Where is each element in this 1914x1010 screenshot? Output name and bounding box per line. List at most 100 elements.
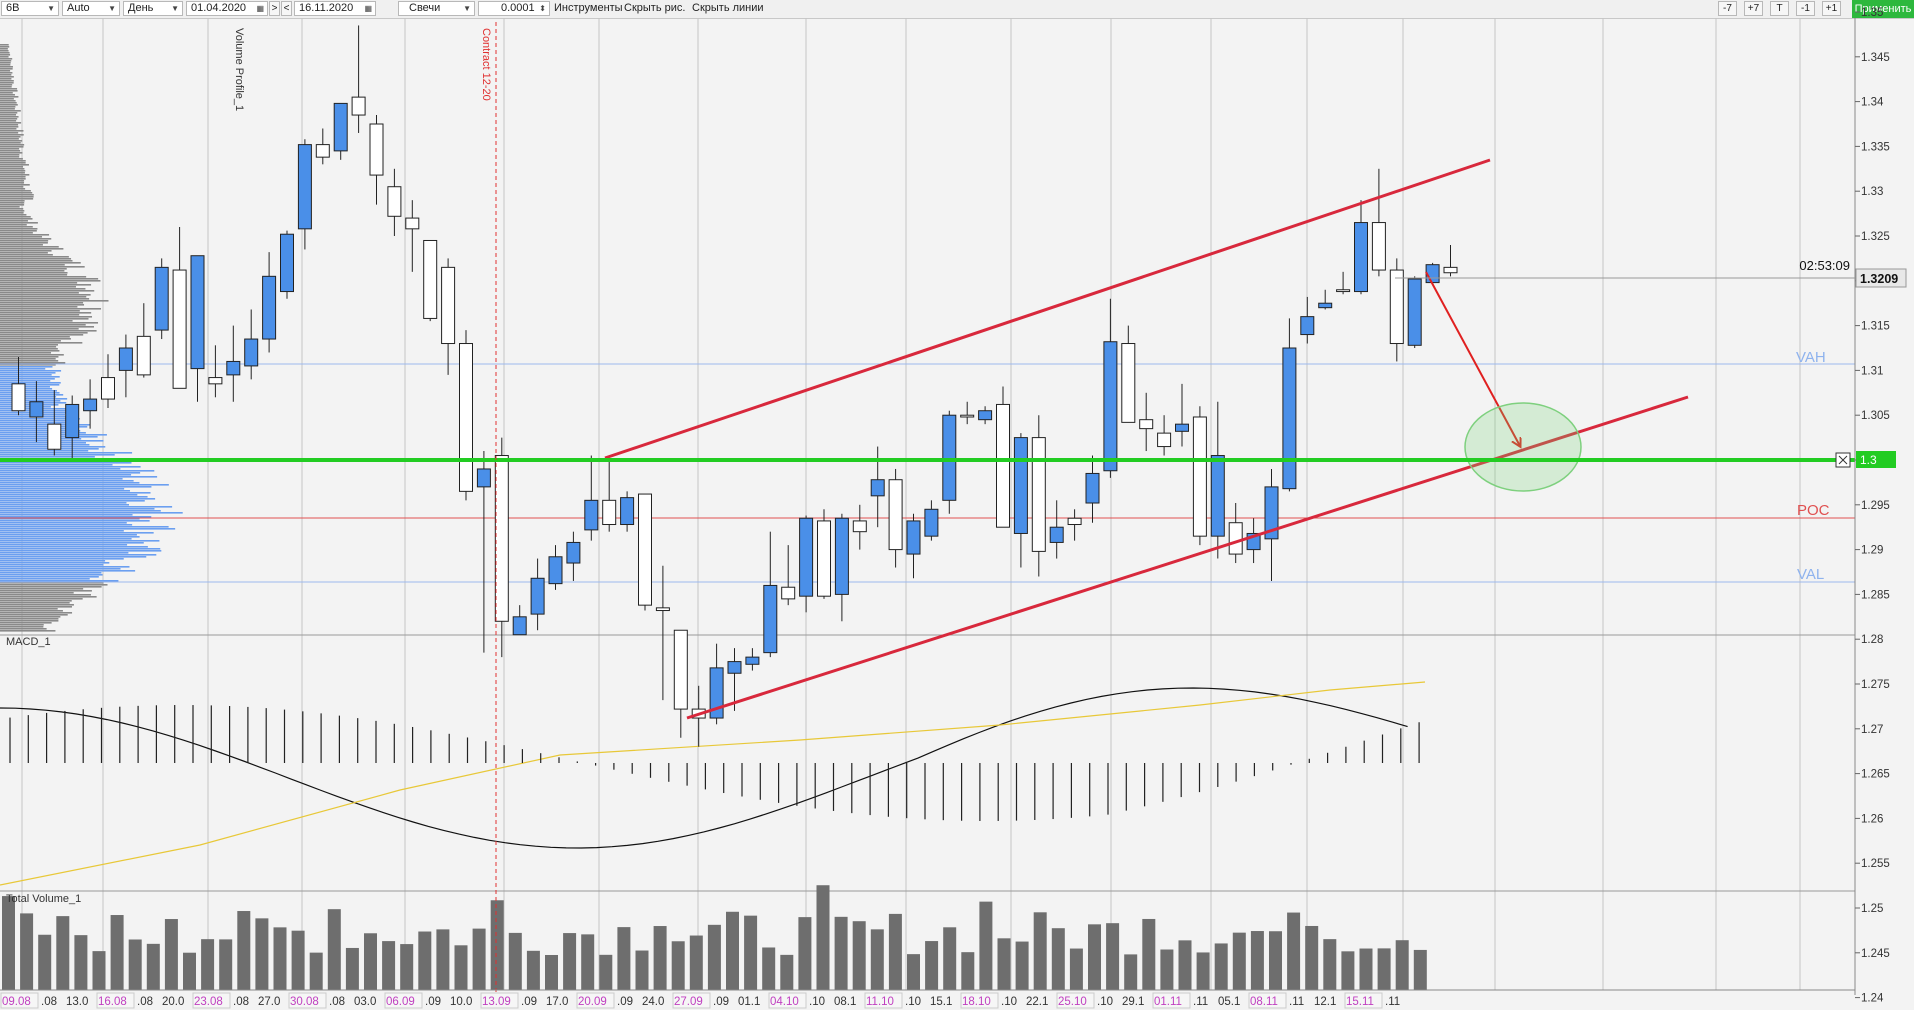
profile-bar [0,314,80,316]
timeframe-select[interactable]: День ▼ [123,1,183,16]
profile-bar [0,342,83,344]
profile-bar [0,66,13,68]
profile-bar [0,418,80,420]
level-line-close-icon[interactable] [1835,452,1851,468]
channel-upper-line[interactable] [604,158,1491,460]
target-zone-ellipse[interactable] [1464,402,1582,492]
profile-bar [0,68,13,70]
target-arrow[interactable] [1425,271,1520,446]
profile-bar [0,478,123,480]
profile-bar [0,538,132,540]
candle-body [262,275,277,340]
date-tick-label: 10.0 [450,996,472,1008]
volume-bar [1160,949,1174,990]
chart-type-select[interactable]: Свечи ▼ [398,1,475,16]
volume-bar [888,913,902,990]
profile-bar [0,74,12,76]
volume-bar [1124,954,1138,990]
profile-bar [0,140,23,142]
candle-body [83,398,98,412]
candle-body [781,586,796,600]
profile-bar [0,522,127,524]
profile-bar [0,228,38,230]
instruments-button[interactable]: Инструменты [554,2,623,14]
profile-bar [0,246,59,248]
shift-minus7-button[interactable]: -7 [1718,1,1737,16]
candle-body [1085,472,1100,504]
candle-body [620,497,635,526]
hide-lines-button[interactable]: Скрыть линии [692,2,764,14]
chart-type-value: Свечи [409,2,441,14]
volume-bar [255,918,269,990]
profile-bar [0,510,161,512]
profile-bar [0,84,13,86]
candle-body [673,629,688,710]
profile-bar [0,96,19,98]
date-axis[interactable]: 09.08 .08 13.0 16.08 .08 20.0 23.08 .08 27.0 30.0… [0,992,1400,1009]
volume-bar [599,954,613,990]
profile-bar [0,618,59,620]
profile-bar [0,160,26,162]
candle-body [1336,289,1351,293]
candle-body [727,661,742,674]
profile-bar [0,364,56,366]
profile-bar [0,570,136,572]
volume-bar [726,911,739,990]
volume-bar [1178,940,1192,990]
profile-bar [0,404,59,406]
end-date-field[interactable]: 16.11.2020 ▦ [294,1,376,16]
nav-forward-button[interactable]: > [269,1,280,16]
profile-bar [0,196,34,198]
today-button[interactable]: T [1770,1,1789,16]
current-price-badge-bg [1855,268,1907,288]
volume-bar [1323,939,1337,990]
candle-body [1210,455,1225,537]
profile-bar [0,480,134,482]
candle-body [226,360,241,376]
apply-button[interactable]: Применить [1852,0,1914,18]
profile-bar [0,506,173,508]
profile-bar [0,580,119,582]
profile-bar [0,602,70,604]
candle-body [1425,264,1440,284]
drawings[interactable] [0,22,1855,1000]
date-highlight-bg [0,992,39,1009]
candle-body [1407,278,1422,346]
date-tick-label: .08 [137,996,153,1008]
shift-plus1-button[interactable]: +1 [1822,1,1841,16]
date-tick-label: .10 [1001,996,1017,1008]
shift-minus1-button[interactable]: -1 [1796,1,1815,16]
volume-bar [74,935,88,990]
date-highlight-bg [192,992,231,1009]
price-axis[interactable]: 1.351.3451.341.3351.331.3251.321.3151.31… [1855,7,1890,1005]
volume-bar [635,950,649,990]
channel-lower-line[interactable] [686,395,1689,720]
profile-bar [0,162,26,164]
profile-bar [0,352,52,354]
date-tick-label: .09 [713,996,729,1008]
scale-mode-select[interactable]: Auto ▼ [62,1,120,16]
profile-bar [0,98,14,100]
nav-back-button[interactable]: < [281,1,292,16]
volume-bar [997,938,1011,990]
volume-bar [653,926,667,990]
symbol-select[interactable]: 6B ▼ [1,1,59,16]
date-tick-label: 27.0 [258,996,280,1008]
date-tick-label: .09 [425,996,441,1008]
candle-body [638,493,652,606]
price-tick-label: 1.28 [1861,634,1883,646]
tick-size-field[interactable]: 0.0001 ⬍ [478,1,550,16]
profile-bar [0,566,130,568]
profile-bar [0,222,38,224]
volume-bar [291,930,305,990]
volume-bar [1269,931,1282,990]
date-highlight-bg [960,992,999,1009]
profile-bar [0,154,20,156]
shift-plus7-button[interactable]: +7 [1744,1,1763,16]
start-date-field[interactable]: 01.04.2020 ▦ [186,1,268,16]
profile-bar [0,560,106,562]
volume-bar [490,900,504,990]
hide-drawings-button[interactable]: Скрыть рис. [624,2,686,14]
volume-bar [92,951,106,990]
